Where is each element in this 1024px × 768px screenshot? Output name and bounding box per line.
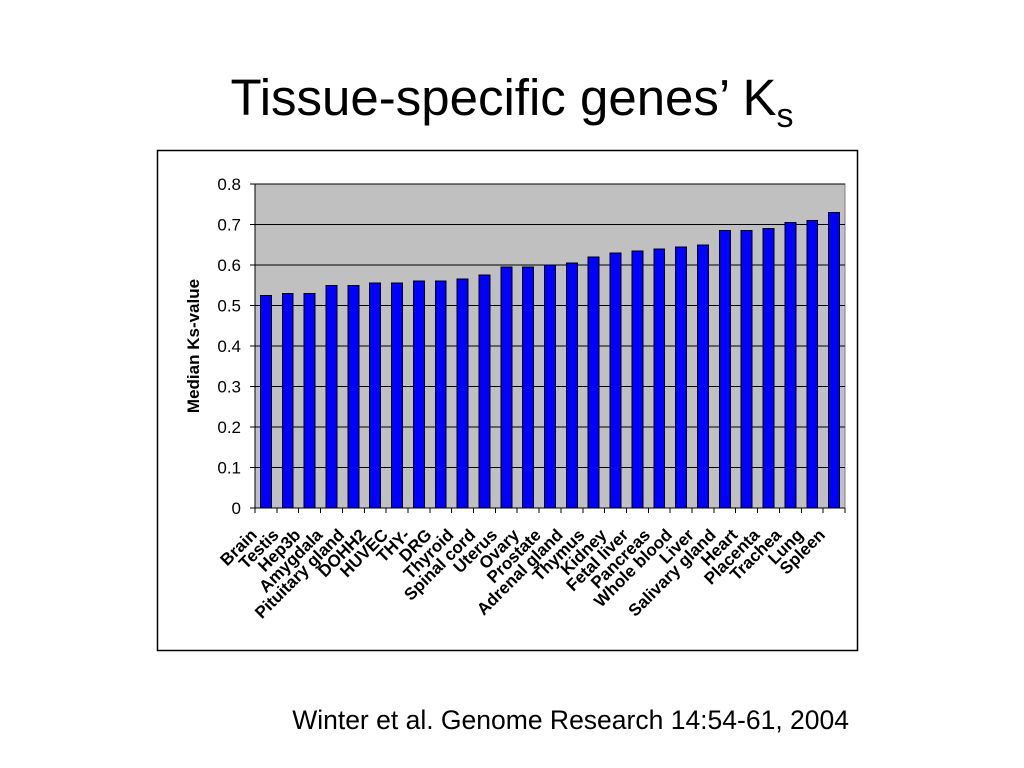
- bar: [303, 292, 316, 509]
- bar: [631, 250, 644, 509]
- y-axis-ticks: 0 0.1 0.2 0.3 0.4 0.5 0.6 0.7 0.8: [217, 175, 255, 518]
- chart-title: Tissue-specific genes’ Ks: [230, 69, 793, 135]
- bar: [762, 228, 775, 509]
- y-tick-label: 0.3: [217, 377, 241, 396]
- bar: [828, 211, 841, 509]
- bar: [456, 278, 469, 509]
- citation: Winter et al. Genome Research 14:54-61, …: [292, 705, 849, 735]
- bar: [565, 262, 578, 509]
- y-tick-label: 0.2: [217, 418, 241, 437]
- bars: [259, 211, 841, 509]
- bar: [434, 280, 447, 509]
- y-tick-label: 0: [232, 499, 241, 518]
- bar: [325, 284, 338, 509]
- y-tick-label: 0.6: [217, 256, 241, 275]
- bar: [653, 248, 666, 509]
- chart: 00.10.20.30.40.50.60.70.8 BrainTestisHep…: [156, 149, 859, 652]
- bar: [697, 244, 709, 509]
- y-tick-label: 0.5: [217, 296, 241, 315]
- bar: [500, 266, 513, 509]
- bar: [806, 219, 819, 509]
- bar: [784, 221, 797, 509]
- bar: [281, 292, 294, 509]
- bar: [412, 280, 425, 509]
- bar: [369, 282, 382, 509]
- bar: [391, 282, 403, 509]
- bar: [587, 256, 600, 509]
- bar: [740, 230, 753, 509]
- y-tick-label: 0.8: [217, 175, 241, 194]
- bar: [347, 284, 360, 509]
- chart-title-subscript: s: [777, 97, 794, 135]
- x-axis-ticks: [254, 508, 846, 513]
- bar: [544, 264, 556, 509]
- bar: [609, 252, 622, 509]
- bar: [259, 294, 272, 509]
- bar: [478, 274, 491, 509]
- chart-title-text: Tissue-specific genes’ K: [230, 69, 776, 126]
- y-tick-label: 0.4: [217, 337, 241, 356]
- y-tick-label: 0.1: [217, 458, 241, 477]
- bar: [675, 246, 688, 509]
- y-tick-label: 0.7: [217, 215, 241, 234]
- bar: [522, 266, 535, 509]
- bar: [718, 230, 731, 509]
- y-axis-title: Median Ks-value: [184, 279, 203, 413]
